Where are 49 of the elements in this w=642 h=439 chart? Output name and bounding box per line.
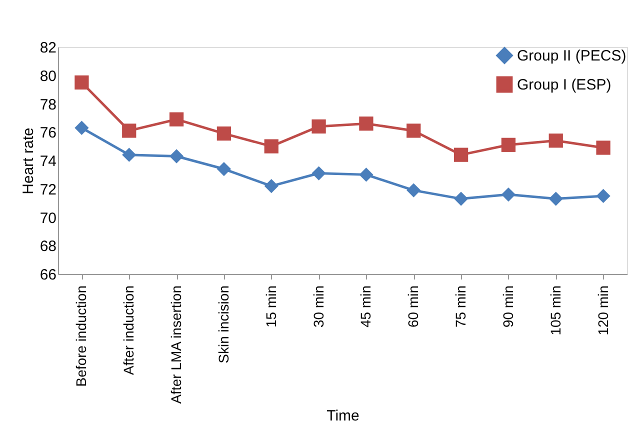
y-tick-label: 76 bbox=[40, 124, 56, 142]
point bbox=[169, 149, 184, 164]
point bbox=[264, 178, 278, 194]
y-tick-label: 78 bbox=[40, 96, 56, 114]
legend-label: Group II (PECS) bbox=[517, 48, 626, 64]
x-tick-label: 30 min bbox=[310, 286, 326, 328]
point bbox=[216, 162, 232, 176]
y-tick-label: 72 bbox=[40, 181, 56, 198]
x-tick-label: 105 min bbox=[547, 286, 564, 336]
x-tick-label: 90 min bbox=[500, 286, 516, 328]
x-tick-label: 75 min bbox=[452, 286, 469, 328]
point bbox=[74, 75, 89, 90]
x-tick-label: After LMA insertion bbox=[168, 286, 184, 404]
y-tick-label: 68 bbox=[40, 238, 56, 256]
point bbox=[216, 126, 232, 141]
point bbox=[122, 148, 136, 162]
point bbox=[501, 138, 516, 152]
point bbox=[264, 139, 278, 154]
y-tick-label: 82 bbox=[40, 40, 56, 56]
x-axis-title: Time bbox=[326, 408, 360, 425]
y-axis-title: Heart rate bbox=[20, 128, 37, 194]
y-tick-label: 66 bbox=[40, 266, 56, 284]
point bbox=[406, 183, 421, 198]
point bbox=[74, 120, 89, 135]
point bbox=[501, 187, 516, 202]
point bbox=[359, 116, 374, 131]
y-tick-label: 70 bbox=[40, 210, 56, 227]
point bbox=[312, 119, 326, 134]
point bbox=[454, 148, 468, 162]
x-tick-label: Before induction bbox=[73, 286, 90, 387]
x-tick-label: 60 min bbox=[405, 286, 422, 328]
point bbox=[596, 188, 610, 204]
point bbox=[596, 140, 610, 155]
point bbox=[122, 124, 136, 138]
legend-label: Group I (ESP) bbox=[517, 76, 612, 94]
point bbox=[548, 134, 563, 148]
y-tick-label: 80 bbox=[40, 68, 56, 85]
x-tick-label: 15 min bbox=[262, 286, 279, 328]
point bbox=[548, 192, 563, 206]
point bbox=[454, 192, 468, 206]
y-tick-label: 74 bbox=[40, 153, 56, 170]
x-tick-label: 120 min bbox=[594, 286, 611, 336]
x-tick-label: Skin incision bbox=[215, 286, 232, 364]
point bbox=[169, 112, 184, 126]
point bbox=[359, 168, 374, 182]
x-tick-label: After induction bbox=[120, 286, 137, 375]
point bbox=[312, 166, 326, 180]
point bbox=[406, 124, 421, 138]
x-tick-label: 45 min bbox=[358, 286, 374, 328]
